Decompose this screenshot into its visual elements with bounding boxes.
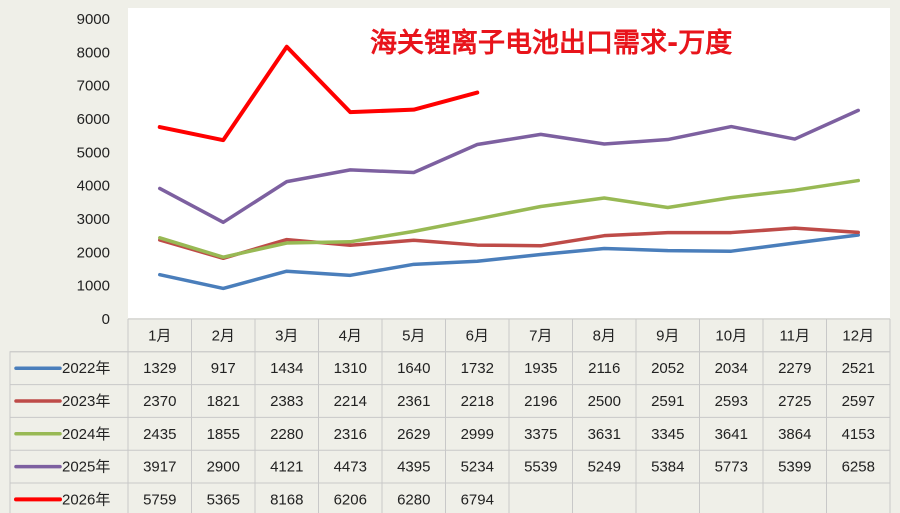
data-table-cell: 1434: [270, 360, 303, 377]
data-table-cell: 4121: [270, 459, 303, 476]
legend-label: 2022年: [62, 360, 110, 377]
data-table-cell: 4473: [334, 459, 367, 476]
series-line-2023年: [158, 226, 860, 261]
series-line-2026年: [157, 44, 480, 143]
data-table-cell: 917: [211, 360, 236, 377]
data-table-cell: 8168: [270, 491, 303, 508]
data-table-grid: [9, 318, 891, 513]
data-table-cell: 3375: [524, 426, 557, 443]
data-table-cell: 2279: [778, 360, 811, 377]
data-table-cell: 4395: [397, 459, 430, 476]
data-table-cell: 2500: [588, 393, 621, 410]
data-table-cell: 5234: [461, 459, 494, 476]
legend-label: 2025年: [62, 459, 110, 476]
data-table-cell: 5759: [143, 491, 176, 508]
y-tick-label: 2000: [77, 244, 110, 261]
x-axis-labels: 1月 2月 3月 4月 5月 6月 7月 8月 9月 10月 11月 12月: [148, 327, 874, 344]
y-tick-label: 5000: [77, 144, 110, 161]
data-table-cell: 3631: [588, 426, 621, 443]
data-table-cell: 1732: [461, 360, 494, 377]
legend-label: 2023年: [62, 393, 110, 410]
data-table-cell: 6794: [461, 491, 494, 508]
data-table-cell: 2900: [207, 459, 240, 476]
series-line-2022年: [158, 233, 860, 291]
x-tick-label: 10月: [715, 327, 747, 344]
data-table-cell: 2597: [842, 393, 875, 410]
data-table-legend: 2022年 2023年 2024年 2025年 2026年: [14, 360, 110, 508]
data-table-cell: 4153: [842, 426, 875, 443]
data-table-cell: 2593: [715, 393, 748, 410]
data-table-cell: 6280: [397, 491, 430, 508]
data-table-cell: 2052: [651, 360, 684, 377]
data-table-cell: 2370: [143, 393, 176, 410]
legend-label: 2026年: [62, 491, 110, 508]
data-table-cell: 3864: [778, 426, 811, 443]
data-table-cell: 1855: [207, 426, 240, 443]
data-table-cell: 5539: [524, 459, 557, 476]
data-table-cell: 5773: [715, 459, 748, 476]
series-line-2024年: [158, 178, 860, 259]
y-axis-ticks: 0 1000 2000 3000 4000 5000 6000 7000 8000 9000: [77, 11, 110, 328]
data-table-cell: 2629: [397, 426, 430, 443]
y-tick-label: 9000: [77, 11, 110, 28]
y-tick-label: 6000: [77, 111, 110, 128]
x-tick-label: 9月: [656, 327, 679, 344]
x-tick-label: 6月: [466, 327, 489, 344]
y-tick-label: 0: [102, 311, 110, 328]
data-table-cell: 2521: [842, 360, 875, 377]
data-table-cell: 1640: [397, 360, 430, 377]
data-table-cell: 2383: [270, 393, 303, 410]
data-table-cell: 2280: [270, 426, 303, 443]
y-tick-label: 4000: [77, 178, 110, 195]
x-tick-label: 4月: [339, 327, 362, 344]
series-lines: [157, 44, 860, 291]
data-table-cell: 2214: [334, 393, 367, 410]
data-table-cell: 5384: [651, 459, 684, 476]
x-tick-label: 7月: [529, 327, 552, 344]
data-table-cell: 2361: [397, 393, 430, 410]
y-tick-label: 7000: [77, 78, 110, 95]
data-table-cell: 3641: [715, 426, 748, 443]
chart-title: 海关锂离子电池出口需求-万度: [370, 27, 732, 59]
data-table-cell: 2435: [143, 426, 176, 443]
x-tick-label: 8月: [593, 327, 616, 344]
x-tick-label: 11月: [779, 327, 810, 344]
x-tick-label: 1月: [148, 327, 171, 344]
data-table-cell: 3917: [143, 459, 176, 476]
data-table-cell: 5365: [207, 491, 240, 508]
data-table-cell: 2725: [778, 393, 811, 410]
data-table-cell: 1310: [334, 360, 367, 377]
data-table-cell: 5399: [778, 459, 811, 476]
data-table-cell: 5249: [588, 459, 621, 476]
data-table-cell: 2116: [588, 360, 620, 377]
data-table-cell: 2999: [461, 426, 494, 443]
data-table-cells: 1329 917 1434 1310 1640 1732 1935 2116 2052 2034 2…: [143, 360, 875, 508]
data-table-cell: 2591: [651, 393, 684, 410]
data-table-cell: 3345: [651, 426, 684, 443]
series-line-2025年: [158, 108, 860, 225]
data-table-cell: 1935: [524, 360, 557, 377]
data-table-cell: 1329: [143, 360, 176, 377]
data-table-cell: 6206: [334, 491, 367, 508]
table-body-bg: [9, 351, 891, 513]
data-table-cell: 2316: [334, 426, 367, 443]
plot-area: [128, 8, 890, 318]
data-table-cell: 2034: [715, 360, 748, 377]
data-table-cell: 2196: [524, 393, 557, 410]
y-tick-label: 1000: [77, 278, 110, 295]
x-tick-label: 2月: [212, 327, 235, 344]
x-tick-label: 5月: [402, 327, 425, 344]
y-tick-label: 3000: [77, 211, 110, 228]
data-table-cell: 6258: [842, 459, 875, 476]
data-table-cell: 1821: [207, 393, 240, 410]
x-tick-label: 3月: [275, 327, 298, 344]
legend-label: 2024年: [62, 426, 110, 443]
data-table-cell: 2218: [461, 393, 494, 410]
x-tick-label: 12月: [842, 327, 874, 344]
y-tick-label: 8000: [77, 44, 110, 61]
